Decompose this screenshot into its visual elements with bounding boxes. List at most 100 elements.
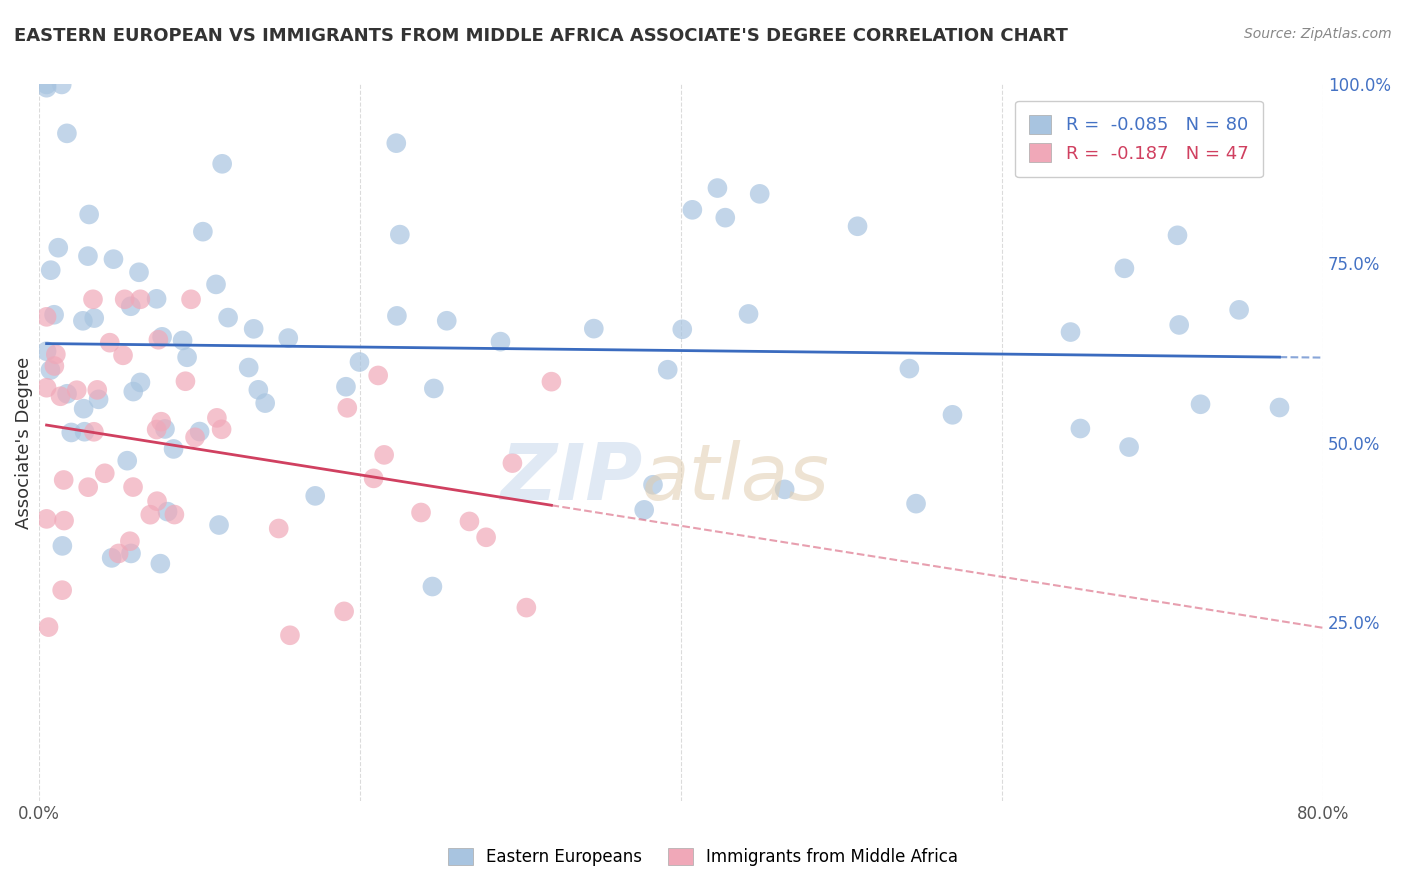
Point — [174, 374, 197, 388]
Point — [211, 157, 233, 171]
Point — [191, 225, 214, 239]
Point — [422, 580, 444, 594]
Point — [100, 550, 122, 565]
Point — [56, 127, 79, 141]
Point — [205, 277, 228, 292]
Point — [77, 207, 100, 221]
Point — [905, 497, 928, 511]
Point — [388, 227, 411, 242]
Text: Source: ZipAtlas.com: Source: ZipAtlas.com — [1244, 27, 1392, 41]
Point — [45, 347, 67, 361]
Point — [217, 310, 239, 325]
Text: atlas: atlas — [643, 441, 830, 516]
Point — [35, 80, 58, 95]
Point — [706, 181, 728, 195]
Point — [39, 263, 62, 277]
Point — [129, 376, 152, 390]
Point — [846, 219, 869, 234]
Point — [162, 442, 184, 456]
Point — [139, 508, 162, 522]
Point — [66, 383, 89, 397]
Point — [148, 333, 170, 347]
Point — [1114, 261, 1136, 276]
Point — [122, 480, 145, 494]
Point — [423, 381, 446, 395]
Point — [1268, 401, 1291, 415]
Point — [773, 483, 796, 497]
Point — [657, 362, 679, 376]
Point — [247, 383, 270, 397]
Point — [714, 211, 737, 225]
Point — [118, 534, 141, 549]
Point — [150, 330, 173, 344]
Point — [208, 518, 231, 533]
Point — [83, 311, 105, 326]
Point — [98, 335, 121, 350]
Point — [44, 359, 66, 373]
Point — [82, 293, 104, 307]
Point — [114, 293, 136, 307]
Text: EASTERN EUROPEAN VS IMMIGRANTS FROM MIDDLE AFRICA ASSOCIATE'S DEGREE CORRELATION: EASTERN EUROPEAN VS IMMIGRANTS FROM MIDD… — [14, 27, 1069, 45]
Point — [146, 494, 169, 508]
Point — [1189, 397, 1212, 411]
Point — [53, 514, 76, 528]
Point — [238, 360, 260, 375]
Point — [38, 620, 60, 634]
Point — [83, 425, 105, 439]
Legend: R =  -0.085   N = 80, R =  -0.187   N = 47: R = -0.085 N = 80, R = -0.187 N = 47 — [1015, 101, 1263, 178]
Point — [120, 299, 142, 313]
Point — [540, 375, 562, 389]
Point — [180, 293, 202, 307]
Point — [176, 351, 198, 365]
Point — [277, 331, 299, 345]
Point — [87, 392, 110, 407]
Point — [1168, 318, 1191, 332]
Point — [515, 600, 537, 615]
Point — [111, 348, 134, 362]
Point — [128, 265, 150, 279]
Point — [941, 408, 963, 422]
Point — [898, 361, 921, 376]
Text: ZIP: ZIP — [501, 441, 643, 516]
Point — [35, 78, 58, 92]
Point — [94, 467, 117, 481]
Point — [49, 389, 72, 403]
Point — [748, 186, 770, 201]
Point — [367, 368, 389, 383]
Point — [77, 480, 100, 494]
Point — [188, 425, 211, 439]
Point — [242, 322, 264, 336]
Point — [145, 292, 167, 306]
Point — [103, 252, 125, 267]
Point — [304, 489, 326, 503]
Point — [35, 381, 58, 395]
Point — [641, 477, 664, 491]
Point — [184, 430, 207, 444]
Point — [46, 241, 69, 255]
Point — [336, 401, 359, 415]
Point — [385, 136, 408, 150]
Point — [51, 539, 73, 553]
Point — [205, 410, 228, 425]
Point — [56, 386, 79, 401]
Y-axis label: Associate's Degree: Associate's Degree — [15, 357, 32, 529]
Point — [475, 530, 498, 544]
Point — [163, 508, 186, 522]
Point — [60, 425, 83, 440]
Point — [501, 456, 523, 470]
Point — [333, 604, 356, 618]
Point — [129, 293, 152, 307]
Point — [363, 471, 385, 485]
Point — [115, 453, 138, 467]
Point — [52, 473, 75, 487]
Point — [1118, 440, 1140, 454]
Point — [42, 308, 65, 322]
Point — [153, 422, 176, 436]
Point — [582, 321, 605, 335]
Point — [73, 425, 96, 439]
Point — [458, 515, 481, 529]
Point — [409, 506, 432, 520]
Point — [156, 505, 179, 519]
Point — [681, 202, 703, 217]
Point — [72, 314, 94, 328]
